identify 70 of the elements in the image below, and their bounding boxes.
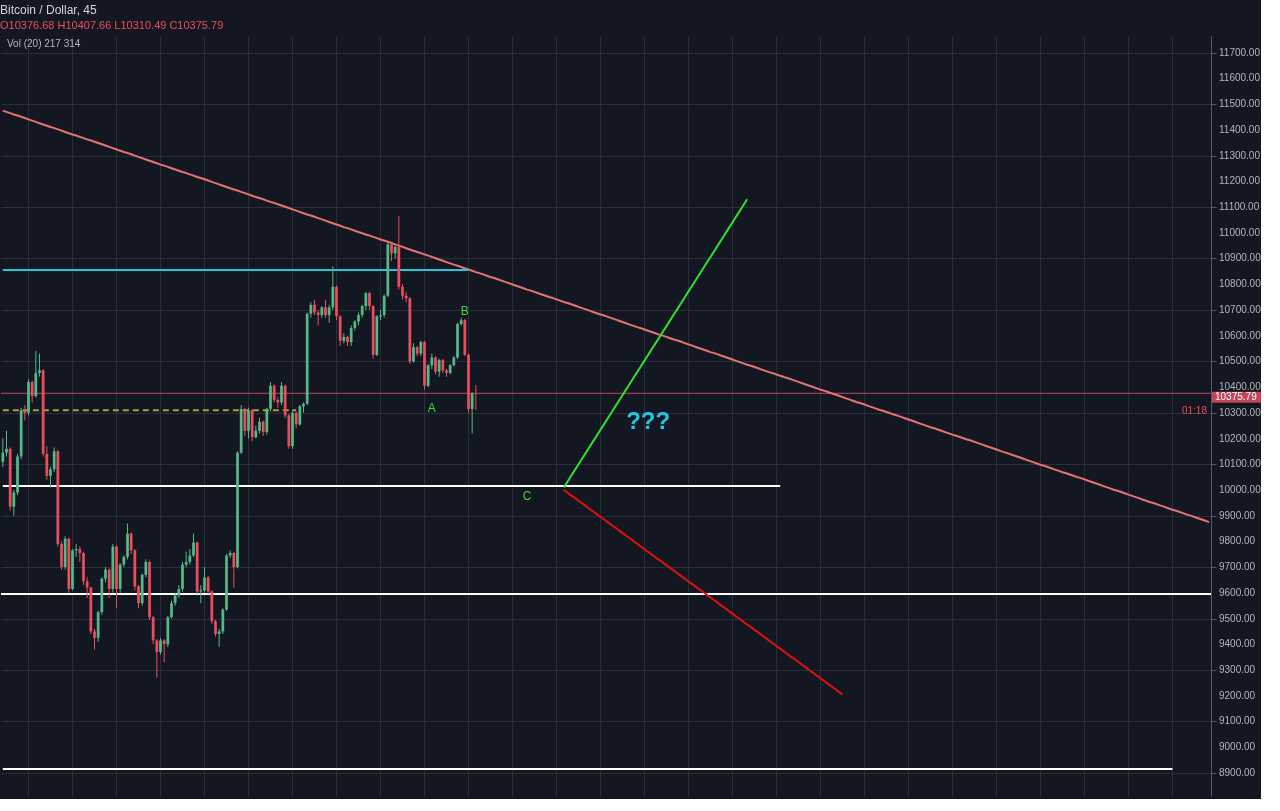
chart-title: Bitcoin / Dollar, 45 (0, 3, 98, 17)
y-tick-label: 9400.00 (1219, 638, 1256, 650)
candlestick (232, 551, 236, 589)
y-tick-label: 10800.00 (1219, 278, 1262, 290)
y-tick-label: 11400.00 (1219, 123, 1261, 135)
candlestick (437, 358, 441, 378)
candlestick (298, 404, 302, 427)
y-tick-label: 11600.00 (1219, 72, 1261, 84)
y-tick-label: 11500.00 (1219, 98, 1261, 110)
candlestick (5, 430, 8, 458)
candlestick (412, 342, 415, 364)
y-tick-label: 10100.00 (1219, 458, 1262, 470)
candlestick (368, 291, 371, 311)
candlestick (203, 566, 206, 594)
candlestick (1, 438, 5, 468)
y-tick-label: 11300.00 (1219, 149, 1261, 161)
y-tick-label: 10900.00 (1219, 252, 1262, 264)
candlestick (126, 522, 129, 560)
y-tick-label: 11100.00 (1219, 201, 1260, 213)
annotation: ??? (626, 406, 671, 434)
candlestick (434, 355, 437, 375)
y-tick-label: 10200.00 (1219, 432, 1262, 444)
candlestick (137, 584, 140, 609)
line-series (562, 488, 844, 696)
y-tick-label: 9000.00 (1219, 741, 1256, 753)
candlestick (470, 391, 474, 434)
y-tick-label: 10600.00 (1219, 329, 1262, 341)
candlestick (170, 600, 173, 620)
candlestick (199, 584, 203, 604)
y-tick-label: 9900.00 (1219, 509, 1256, 521)
candlestick (324, 299, 327, 319)
y-tick-label: 10300.00 (1219, 406, 1262, 418)
y-tick-label: 9300.00 (1219, 663, 1256, 675)
candlestick (52, 447, 56, 473)
annotation: C (522, 488, 532, 503)
y-tick-label: 9800.00 (1219, 535, 1256, 547)
candlestick (390, 241, 393, 262)
y-tick-label: 9700.00 (1219, 561, 1256, 573)
candlestick (49, 466, 52, 488)
candlestick (93, 628, 96, 650)
candlestick (34, 350, 38, 398)
y-tick-label: 9200.00 (1219, 689, 1256, 701)
y-tick-label: 10700.00 (1219, 303, 1262, 315)
candlestick (30, 380, 34, 403)
y-tick-label: 10500.00 (1219, 355, 1262, 367)
line-series (1, 109, 1211, 524)
ref-line-label: 10375.79 (1215, 391, 1258, 403)
annotation: 01:18 (1181, 405, 1208, 417)
y-tick-label: 9500.00 (1219, 612, 1256, 624)
candlestick (269, 381, 272, 412)
annotation: B (460, 304, 469, 319)
chart-subtitle: O10376.68 H10407.66 L10310.49 C10375.79 (0, 19, 224, 31)
y-tick-label: 9600.00 (1219, 586, 1256, 598)
y-tick-label: 11000.00 (1219, 226, 1261, 238)
candlestick (60, 540, 63, 571)
y-tick-label: 10000.00 (1219, 483, 1262, 495)
candlestick (12, 489, 16, 517)
y-tick-label: 8900.00 (1219, 766, 1256, 778)
candlestick (265, 407, 269, 436)
candlestick (192, 533, 195, 558)
candlestick (38, 353, 41, 378)
y-tick-label: 9100.00 (1219, 715, 1256, 727)
y-tick-label: 11700.00 (1219, 46, 1261, 58)
y-tick-label: 11200.00 (1219, 175, 1261, 187)
annotation: Vol (20) 217 314 (7, 38, 81, 49)
candlestick (247, 407, 250, 439)
line-series (562, 198, 749, 489)
annotation: A (427, 400, 436, 415)
candlestick (280, 381, 283, 406)
y-tick-label: 10400.00 (1219, 381, 1262, 393)
